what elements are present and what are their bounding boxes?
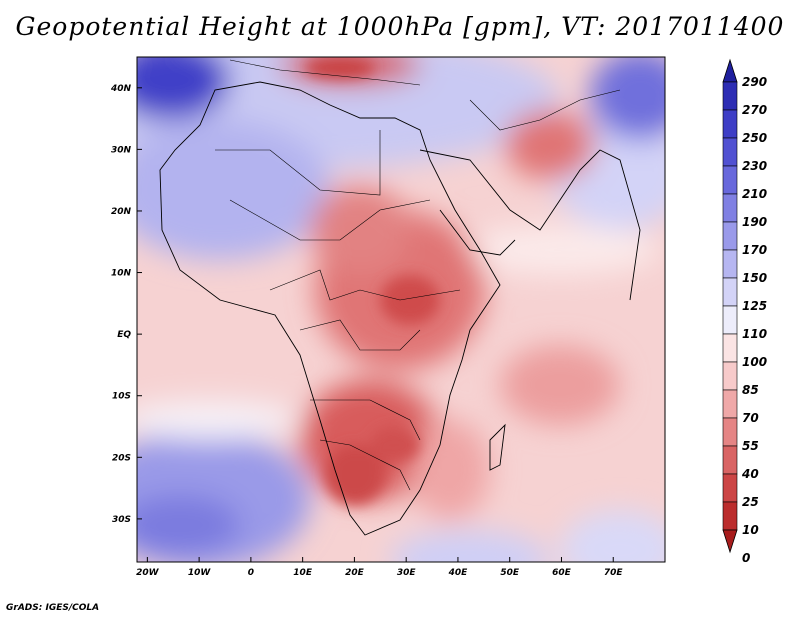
- colorbar-label: 290: [742, 75, 767, 89]
- x-tick-label: 40E: [448, 568, 469, 578]
- colorbar-label: 210: [742, 187, 767, 201]
- colorbar-label: 270: [742, 103, 767, 117]
- y-tick-label: 30N: [111, 145, 132, 155]
- colorbar-label: 55: [742, 439, 759, 453]
- colorbar-label: 125: [742, 299, 767, 313]
- height-field: [137, 57, 665, 562]
- x-tick-label: 20W: [136, 568, 160, 578]
- x-tick-label: 10E: [293, 568, 313, 578]
- colorbar-segment: [722, 277, 738, 307]
- colorbar-segment: [722, 333, 738, 363]
- x-tick-label: 0: [248, 568, 254, 578]
- y-tick-label: EQ: [117, 330, 131, 340]
- y-tick-label: 10N: [111, 269, 132, 279]
- colorbar-segment: [722, 249, 738, 279]
- colorbar-label: 10: [742, 523, 759, 537]
- y-tick-label: 40N: [110, 84, 132, 94]
- colorbar: 2902702502302101901701501251101008570554…: [722, 58, 767, 565]
- colorbar-label: 110: [742, 327, 767, 341]
- y-axis-ticks: 40N 30N 20N 10N EQ 10S 20S 30S: [110, 84, 142, 525]
- y-tick-label: 20S: [112, 453, 131, 463]
- colorbar-segment: [722, 81, 738, 111]
- map-title: Geopotential Height at 1000hPa [gpm], VT…: [15, 12, 785, 41]
- colorbar-segment: [722, 221, 738, 251]
- colorbar-label: 25: [742, 495, 759, 509]
- colorbar-label: 250: [742, 131, 767, 145]
- coastlines: [159, 81, 641, 536]
- colorbar-segment: [722, 361, 738, 391]
- colorbar-segment: [722, 473, 738, 503]
- y-tick-label: 10S: [112, 392, 131, 402]
- x-tick-label: 50E: [500, 568, 520, 578]
- colorbar-segment: [722, 193, 738, 223]
- x-tick-label: 10W: [188, 568, 212, 578]
- colorbar-top-triangle: [722, 58, 738, 83]
- colorbar-label: 70: [742, 411, 759, 425]
- colorbar-segment: [722, 109, 738, 139]
- map-frame: [136, 56, 666, 563]
- y-tick-label: 20N: [111, 207, 132, 217]
- footer-credit: GrADS: IGES/COLA: [6, 603, 100, 613]
- x-axis-ticks: 20W 10W 0 10E 20E 30E 40E 50E 60E 70E: [136, 557, 623, 578]
- x-tick-label: 20E: [345, 568, 365, 578]
- x-tick-label: 70E: [604, 568, 624, 578]
- colorbar-label: 190: [742, 215, 767, 229]
- colorbar-label: 230: [742, 159, 767, 173]
- colorbar-label: 85: [742, 383, 759, 397]
- colorbar-segment: [722, 445, 738, 475]
- colorbar-segment: [722, 417, 738, 447]
- colorbar-label: 150: [742, 271, 767, 285]
- colorbar-segment: [722, 137, 738, 167]
- colorbar-segment: [722, 501, 738, 531]
- colorbar-segment: [722, 389, 738, 419]
- colorbar-segment: [722, 165, 738, 195]
- colorbar-bottom-triangle: [722, 529, 738, 554]
- colorbar-label: 40: [741, 467, 759, 481]
- colorbar-label: 170: [742, 243, 767, 257]
- y-tick-label: 30S: [112, 515, 131, 525]
- colorbar-label: 0: [742, 551, 750, 565]
- colorbar-label: 100: [742, 355, 767, 369]
- x-tick-label: 30E: [397, 568, 417, 578]
- colorbar-segment: [722, 305, 738, 335]
- country-borders: [215, 59, 621, 491]
- x-tick-label: 60E: [552, 568, 572, 578]
